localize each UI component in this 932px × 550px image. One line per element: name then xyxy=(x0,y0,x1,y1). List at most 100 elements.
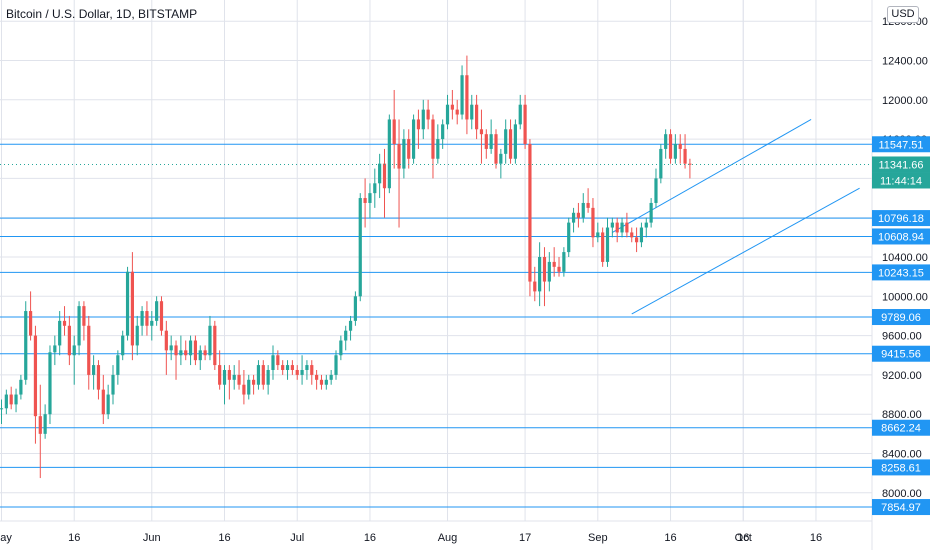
candle-down xyxy=(67,315,71,366)
candle-up xyxy=(58,311,62,356)
x-tick-label: May xyxy=(0,532,12,544)
candle-body xyxy=(232,374,236,380)
level-price-label: 9789.06 xyxy=(881,312,921,324)
candle-body xyxy=(683,148,687,164)
candle-body xyxy=(571,212,576,223)
candle-body xyxy=(121,335,125,356)
channel-upper-line[interactable] xyxy=(612,119,812,233)
candle-body xyxy=(125,271,130,336)
candle-down xyxy=(251,374,256,395)
candle-down xyxy=(591,198,595,248)
candle-up xyxy=(353,291,358,326)
level-price-tag xyxy=(872,309,930,326)
y-tick-label: 10000.00 xyxy=(882,291,928,303)
candle-up xyxy=(620,217,624,238)
candle-up xyxy=(256,360,261,390)
candle-body xyxy=(533,281,537,292)
y-tick-label: 10400.00 xyxy=(882,252,928,264)
candle-body xyxy=(38,416,42,434)
candle-body xyxy=(504,129,508,154)
candle-up xyxy=(562,247,566,277)
candle-up xyxy=(436,124,440,164)
candle-down xyxy=(38,384,42,479)
level-price-label: 10796.18 xyxy=(878,213,924,225)
candle-down xyxy=(87,315,91,390)
candle-up xyxy=(247,374,251,400)
candle-body xyxy=(542,257,547,282)
candle-down xyxy=(159,296,164,336)
candle-down xyxy=(227,365,231,400)
candle-up xyxy=(567,217,571,257)
candle-body xyxy=(19,379,23,395)
candle-up xyxy=(571,207,576,233)
candle-body xyxy=(290,365,294,370)
candle-body xyxy=(237,374,241,385)
candle-body xyxy=(639,227,644,243)
candle-body xyxy=(499,153,503,164)
candle-body xyxy=(130,271,134,346)
candle-body xyxy=(610,222,614,228)
candle-up xyxy=(329,369,333,385)
candle-up xyxy=(373,168,377,208)
candle-body xyxy=(426,109,430,120)
candle-down xyxy=(523,94,527,149)
level-price-label: 8258.61 xyxy=(881,462,921,474)
candle-up xyxy=(4,389,8,415)
candle-up xyxy=(77,301,81,356)
candle-body xyxy=(24,311,28,380)
candle-down xyxy=(382,148,387,218)
y-tick-label: 8800.00 xyxy=(882,409,922,421)
time-axis[interactable]: May16Jun16Jul16Aug17Sep1616Oct16 xyxy=(0,532,822,544)
candle-up xyxy=(387,114,391,194)
trend-channel[interactable] xyxy=(612,119,860,315)
candle-up xyxy=(441,119,445,149)
candle-body xyxy=(441,124,445,140)
candle-up xyxy=(271,345,275,380)
support-resistance-levels[interactable] xyxy=(0,143,872,508)
candle-body xyxy=(261,365,265,385)
candle-down xyxy=(281,360,285,375)
candle-up xyxy=(155,296,159,326)
candle-body xyxy=(310,365,314,375)
candle-down xyxy=(319,374,324,390)
candle-body xyxy=(0,408,4,410)
y-tick-label: 8400.00 xyxy=(882,449,922,461)
candle-body xyxy=(300,369,304,375)
level-price-label: 9415.56 xyxy=(881,349,921,361)
candle-body xyxy=(251,379,256,385)
candle-body xyxy=(247,379,251,395)
candle-body xyxy=(368,193,372,203)
channel-lower-line[interactable] xyxy=(631,187,860,315)
candle-down xyxy=(465,55,469,135)
candle-body xyxy=(92,365,96,375)
candle-up xyxy=(121,330,125,361)
candle-body xyxy=(557,266,561,272)
candle-body xyxy=(319,379,324,385)
x-tick-label: Aug xyxy=(438,532,458,544)
candle-down xyxy=(101,374,105,425)
candle-body xyxy=(455,109,459,115)
candle-body xyxy=(586,202,590,208)
candle-body xyxy=(150,320,154,326)
candle-body xyxy=(33,335,38,417)
candle-up xyxy=(460,65,464,120)
level-price-tag xyxy=(872,345,930,362)
candle-up xyxy=(300,355,304,385)
candle-body xyxy=(353,296,358,321)
candle-body xyxy=(668,134,673,159)
currency-button[interactable]: USD xyxy=(887,6,919,23)
candle-down xyxy=(542,247,547,307)
candle-up xyxy=(24,301,28,385)
candle-body xyxy=(465,75,469,120)
level-price-label: 10243.15 xyxy=(878,267,924,279)
candle-down xyxy=(315,369,319,390)
countdown-tag xyxy=(872,172,930,189)
candle-up xyxy=(639,222,644,248)
candle-up xyxy=(664,129,668,159)
candle-up xyxy=(538,242,542,307)
candle-body xyxy=(673,144,677,159)
candle-up xyxy=(673,134,677,164)
level-price-tag xyxy=(872,136,930,153)
candles xyxy=(0,55,692,479)
